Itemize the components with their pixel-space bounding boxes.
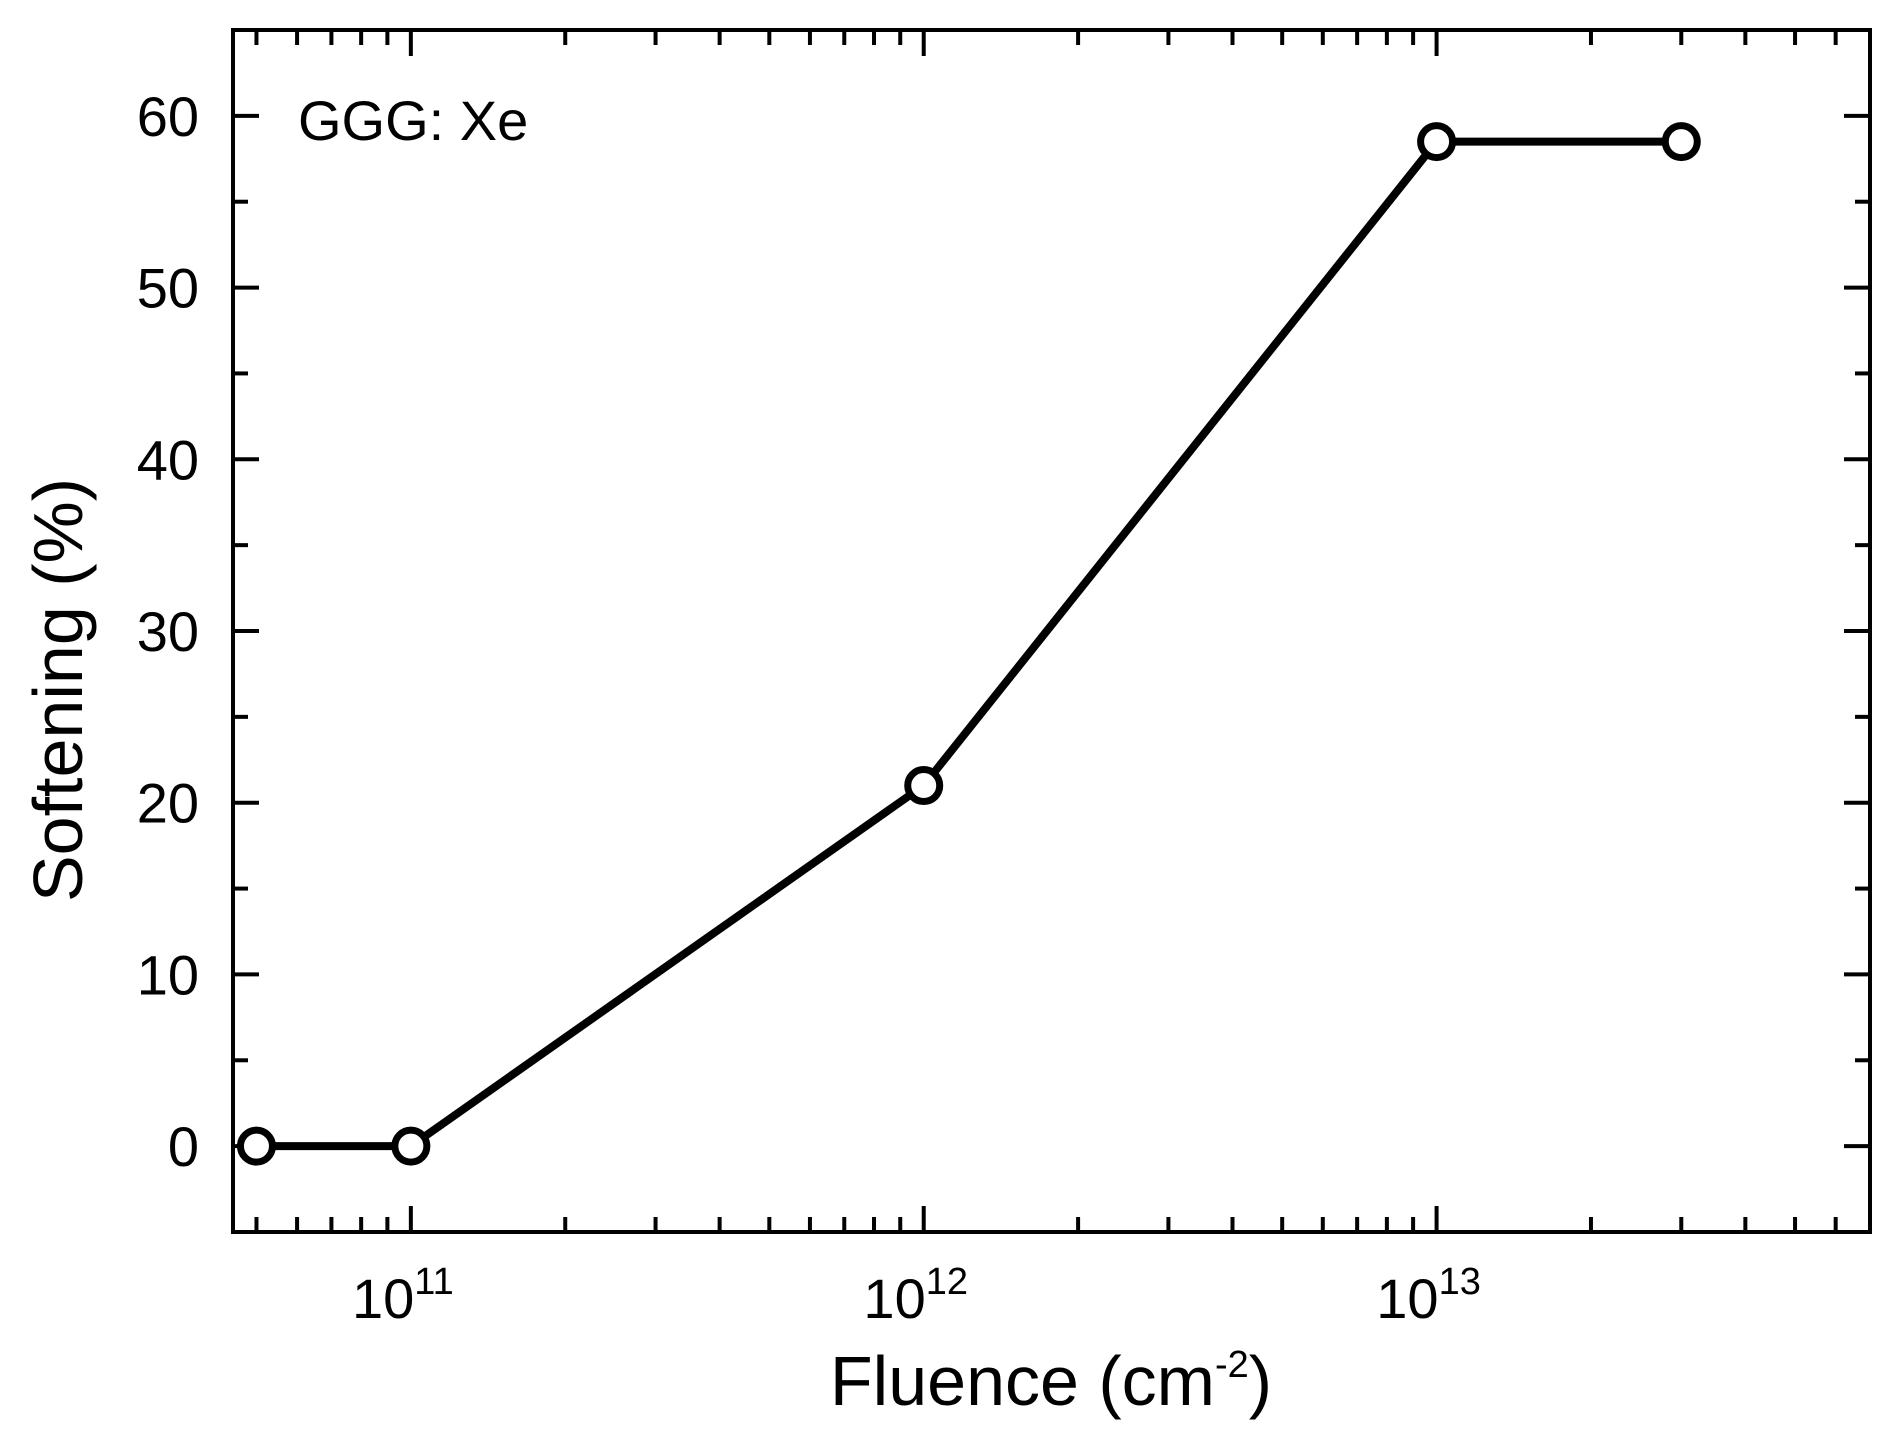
y-tick-label: 10	[137, 943, 199, 1006]
x-axis-title: Fluence (cm-2)	[830, 1342, 1272, 1420]
data-point	[904, 766, 944, 806]
chart-annotation: GGG: Xe	[298, 89, 528, 152]
data-series	[256, 137, 1682, 1151]
data-point	[1661, 122, 1701, 162]
y-tick-label: 20	[137, 772, 199, 835]
y-tick-label: 30	[137, 600, 199, 663]
data-markers	[236, 122, 1701, 1166]
axis-ticks	[233, 28, 1872, 1234]
y-axis-title: Softening (%)	[19, 478, 97, 902]
y-tick-label: 60	[137, 85, 199, 148]
y-tick-label: 40	[137, 428, 199, 491]
x-tick-label: 1013	[1376, 1261, 1481, 1330]
x-tick-label: 1012	[863, 1261, 968, 1330]
data-point	[236, 1126, 276, 1166]
data-point	[391, 1126, 431, 1166]
series-line	[256, 137, 1682, 1151]
tick-labels: 0 10 20 30 40 50 60 1011 1012 1013	[137, 85, 1481, 1330]
x-tick-label: 1011	[352, 1261, 454, 1330]
y-tick-label: 50	[137, 257, 199, 320]
data-point	[1417, 122, 1457, 162]
y-tick-label: 0	[168, 1115, 199, 1178]
